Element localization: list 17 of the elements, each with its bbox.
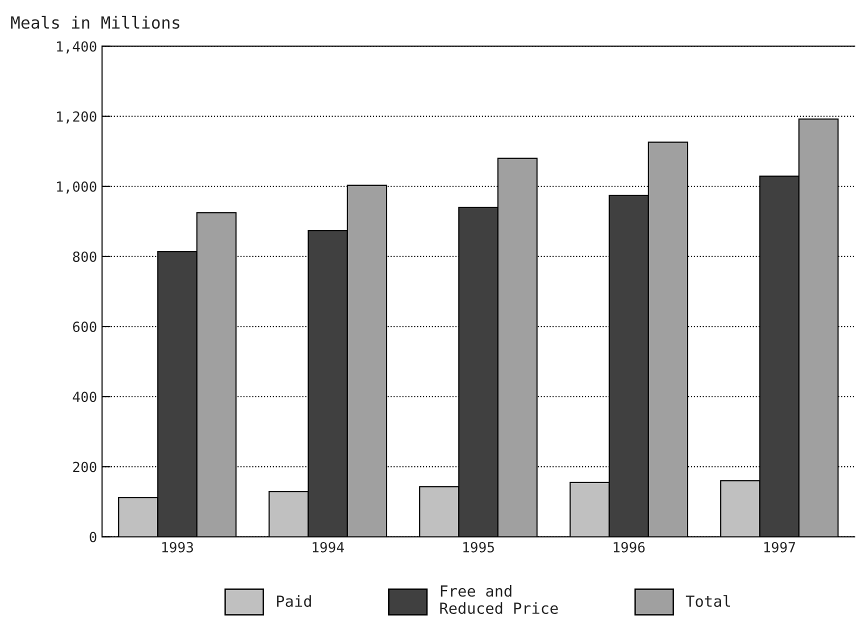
x-tick-label: 1995 <box>463 542 494 552</box>
legend-label: Free and Reduced Price <box>440 584 558 614</box>
x-tick-label: 1994 <box>312 542 344 552</box>
legend-label: Total <box>686 595 730 607</box>
x-tick-label: 1997 <box>764 542 796 552</box>
y-tick-label: 800 <box>73 251 96 262</box>
y-axis-title: Meals in Millions <box>11 16 180 29</box>
y-tick-label: 1,000 <box>57 181 96 194</box>
x-tick-label: 1993 <box>162 542 194 552</box>
y-tick-label: 1,200 <box>57 111 96 124</box>
y-tick-label: 200 <box>73 462 96 472</box>
y-tick-label: 1,400 <box>57 41 96 54</box>
legend-label: Paid <box>277 595 311 607</box>
y-tick-label: 400 <box>72 392 96 402</box>
x-tick-label: 1996 <box>614 542 645 552</box>
y-tick-label: 600 <box>73 322 96 332</box>
y-tick-label: 0 <box>90 532 96 542</box>
